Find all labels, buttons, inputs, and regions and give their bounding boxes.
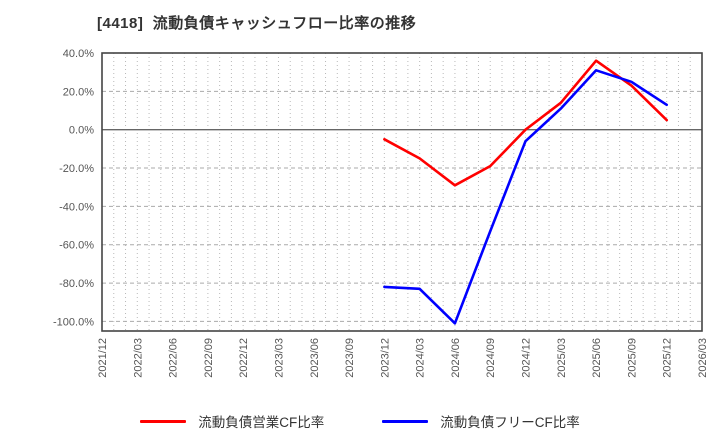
x-tick-label: 2025/03 xyxy=(556,338,568,378)
x-tick-label: 2022/12 xyxy=(238,338,250,378)
y-tick-label: -20.0% xyxy=(59,163,94,175)
chart-title: [4418] 流動負債キャッシュフロー比率の推移 xyxy=(97,15,417,32)
legend-item-free-cf: 流動負債フリーCF比率 xyxy=(382,411,580,431)
y-tick-label: -60.0% xyxy=(59,240,94,252)
plot-area: 40.0% 20.0% 0.0% -20.0% -40.0% -60.0% -80.0% -1… xyxy=(53,48,709,378)
x-tick-label: 2023/06 xyxy=(309,338,321,378)
x-tick-label: 2024/12 xyxy=(521,338,533,378)
legend-line-free-cf xyxy=(382,419,429,423)
y-tick-label: -40.0% xyxy=(59,201,94,213)
x-tick-label: 2025/09 xyxy=(626,338,638,378)
x-tick-label: 2022/06 xyxy=(168,338,180,378)
x-tick-label: 2023/09 xyxy=(344,338,356,378)
plot-border xyxy=(101,52,703,332)
series-line-free-cf xyxy=(383,69,669,325)
x-tick-label: 2026/03 xyxy=(697,338,709,378)
legend-label-free-cf: 流動負債フリーCF比率 xyxy=(440,415,580,430)
y-tick-label: 40.0% xyxy=(63,48,94,60)
y-tick-label: -80.0% xyxy=(59,278,94,290)
x-tick-label: 2023/03 xyxy=(273,338,285,378)
x-tick-label: 2025/06 xyxy=(591,338,603,378)
y-tick-label: 0.0% xyxy=(69,125,94,137)
legend: 流動負債営業CF比率 流動負債フリーCF比率 xyxy=(0,411,720,431)
x-tick-label: 2024/09 xyxy=(485,338,497,378)
legend-line-operating-cf xyxy=(140,419,187,423)
x-tick-label: 2022/09 xyxy=(203,338,215,378)
x-tick-label: 2021/12 xyxy=(97,338,109,378)
legend-label-operating-cf: 流動負債営業CF比率 xyxy=(198,415,325,430)
x-tick-label: 2023/12 xyxy=(379,338,391,378)
x-tick-label: 2025/12 xyxy=(662,338,674,378)
x-tick-label: 2024/06 xyxy=(450,338,462,378)
y-tick-label: -100.0% xyxy=(53,316,94,328)
legend-item-operating-cf: 流動負債営業CF比率 xyxy=(140,411,324,431)
x-tick-label: 2024/03 xyxy=(415,338,427,378)
y-tick-label: 20.0% xyxy=(63,86,94,98)
x-tick-label: 2022/03 xyxy=(132,338,144,378)
